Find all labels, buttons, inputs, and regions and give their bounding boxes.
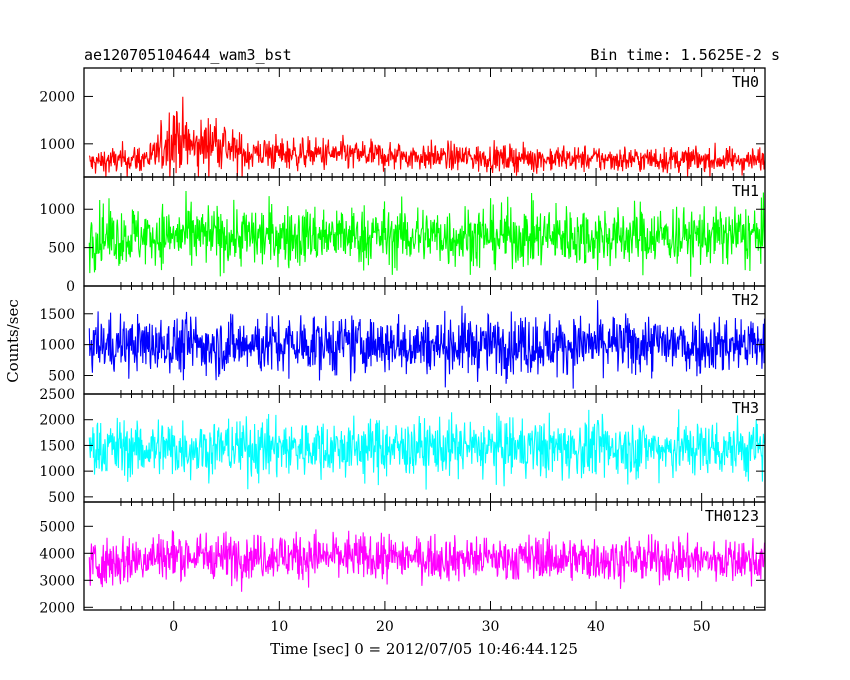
x-tick-label: 40 (587, 619, 605, 635)
panel-th3: 500 1000 1500 2000 2500 TH3 (39, 387, 766, 506)
panel-th2: 500 1000 1500 TH2 (39, 285, 766, 395)
y-tick-label: 2000 (39, 413, 75, 429)
y-tick-label: 1000 (39, 464, 75, 480)
x-tick-label: 30 (482, 619, 500, 635)
y-tick-label: 2500 (39, 387, 75, 403)
x-tick-label: 50 (693, 619, 711, 635)
panel-th1: 0 500 1000 TH1 (39, 176, 766, 295)
panel-name-th2: TH2 (732, 291, 759, 309)
panel-name-th1: TH1 (732, 182, 759, 200)
panels-group: 10002000TH005001000TH150010001500TH25001… (39, 67, 766, 635)
series-line-th0 (88, 96, 765, 177)
y-tick-label: 2000 (39, 600, 75, 616)
x-axis-label: Time [sec] 0 = 2012/07/05 10:46:44.125 (270, 640, 578, 658)
panel-name-th0: TH0 (732, 73, 759, 91)
series-line-th1 (88, 190, 765, 277)
y-tick-label: 1000 (39, 338, 75, 354)
y-axis-label: Counts/sec (4, 299, 22, 383)
y-tick-label: 500 (48, 490, 75, 506)
y-tick-label: 1500 (39, 307, 75, 323)
series-line-th2 (88, 300, 765, 389)
series-line-th0123 (88, 529, 765, 592)
panel-frame (83, 501, 766, 611)
panel-th0: 1000 2000 TH0 (39, 67, 766, 178)
panel-name-th3: TH3 (732, 399, 759, 417)
series-line-th3 (88, 409, 765, 490)
panel-name-th0123: TH0123 (705, 507, 759, 525)
y-tick-label: 500 (48, 241, 75, 257)
bin-time-label: Bin time: 1.5625E-2 s (590, 46, 780, 64)
y-tick-label: 3000 (39, 573, 75, 589)
x-tick-label: 20 (376, 619, 394, 635)
y-tick-label: 2000 (39, 89, 75, 105)
y-tick-label: 5000 (39, 519, 75, 535)
x-tick-label: 0 (169, 619, 178, 635)
y-tick-label: 0 (66, 279, 75, 295)
panel-th0123: 2000 3000 4000 5000 TH0123 (39, 501, 766, 616)
x-tick-label: 10 (270, 619, 288, 635)
y-tick-label: 1500 (39, 438, 75, 454)
y-tick-label: 4000 (39, 546, 75, 562)
y-tick-label: 500 (48, 368, 75, 384)
y-tick-label: 1000 (39, 137, 75, 153)
y-tick-label: 1000 (39, 202, 75, 218)
chart-title: ae120705104644_wam3_bst (84, 46, 292, 64)
